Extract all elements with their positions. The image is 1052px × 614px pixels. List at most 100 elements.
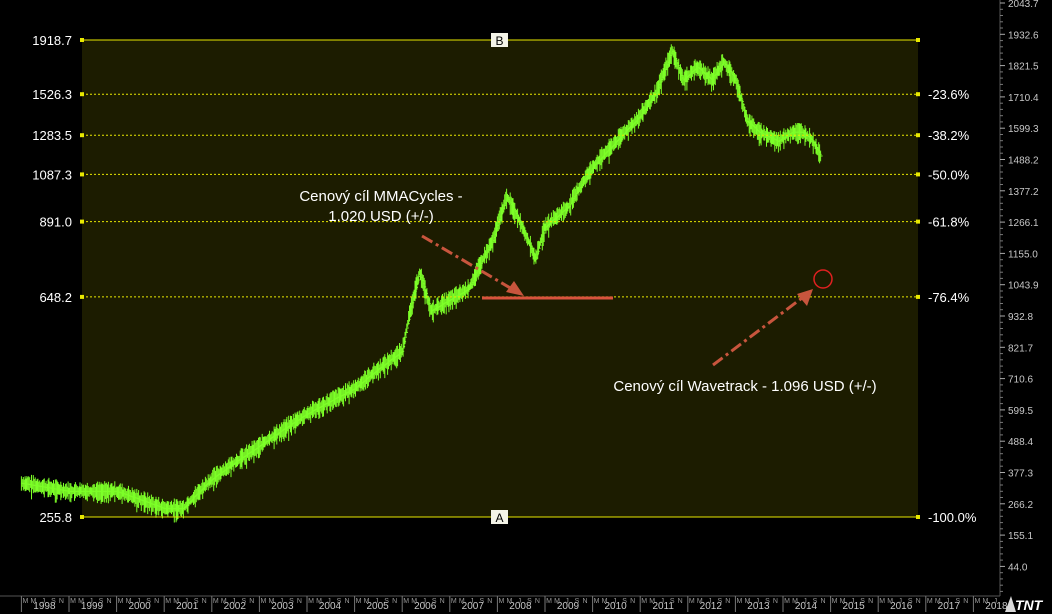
right-axis-label: 932.8: [1008, 312, 1033, 323]
month-label: N: [59, 598, 64, 605]
month-label: M: [260, 598, 266, 605]
month-label: J: [898, 598, 902, 605]
month-label: M: [879, 598, 885, 605]
month-label: M: [744, 598, 750, 605]
month-label: N: [820, 598, 825, 605]
month-label: M: [268, 598, 274, 605]
month-label: J: [184, 598, 188, 605]
month-label: S: [575, 598, 580, 605]
fib-level-handle-right[interactable]: [916, 515, 920, 519]
fib-price-label: 648.2: [39, 290, 72, 305]
month-label: M: [602, 598, 608, 605]
month-label: M: [736, 598, 742, 605]
month-label: J: [803, 598, 807, 605]
year-label: 2017: [938, 601, 961, 612]
month-label: S: [146, 598, 151, 605]
fib-level-handle-right[interactable]: [916, 38, 920, 42]
right-axis-label: 710.6: [1008, 375, 1033, 386]
right-axis-label: 1043.9: [1008, 281, 1039, 292]
right-axis-label: 488.4: [1008, 437, 1033, 448]
fib-level-handle-left[interactable]: [80, 294, 84, 299]
month-label: M: [506, 598, 512, 605]
month-label: S: [813, 598, 818, 605]
month-label: J: [470, 598, 474, 605]
month-label: J: [42, 598, 46, 605]
month-label: J: [613, 598, 617, 605]
fib-retracement-zone: [82, 40, 918, 517]
month-label: M: [126, 598, 132, 605]
fib-level-handle-right[interactable]: [916, 172, 920, 177]
fib-level-handle-right[interactable]: [916, 219, 920, 224]
month-label: N: [535, 598, 540, 605]
fib-price-label: 255.8: [39, 510, 72, 525]
point-b-label: B: [495, 34, 503, 48]
fib-level-handle-left[interactable]: [80, 172, 84, 177]
year-label: 2015: [842, 601, 865, 612]
month-label: M: [498, 598, 504, 605]
fib-percent-label: -61.8%: [928, 215, 970, 230]
year-label: 2007: [462, 601, 485, 612]
month-label: M: [641, 598, 647, 605]
month-label: M: [451, 598, 457, 605]
month-label: J: [137, 598, 141, 605]
month-label: M: [221, 598, 227, 605]
month-label: M: [459, 598, 465, 605]
year-label: 1999: [81, 601, 104, 612]
right-axis-label: 1377.2: [1008, 187, 1039, 198]
year-label: 2000: [128, 601, 151, 612]
fib-level-handle-left[interactable]: [80, 515, 84, 519]
month-label: J: [327, 598, 331, 605]
month-label: M: [364, 598, 370, 605]
month-label: N: [916, 598, 921, 605]
month-label: N: [392, 598, 397, 605]
fib-level-handle-left[interactable]: [80, 219, 84, 224]
month-label: S: [194, 598, 199, 605]
annotation-arrow-mmacycles: [421, 234, 513, 291]
month-label: S: [622, 598, 627, 605]
fib-level-handle-left[interactable]: [80, 38, 84, 42]
annotation-wavetrack: Cenový cíl Wavetrack - 1.096 USD (+/-): [613, 378, 876, 395]
fib-percent-label: -23.6%: [928, 87, 970, 102]
month-label: J: [946, 598, 950, 605]
month-label: M: [308, 598, 314, 605]
annotation-mmacycles-line-1: Cenový cíl MMACycles -: [299, 188, 462, 205]
right-axis-label: 44.0: [1008, 562, 1028, 573]
year-label: 2006: [414, 601, 437, 612]
month-label: M: [792, 598, 798, 605]
month-label: J: [232, 598, 236, 605]
month-label: M: [165, 598, 171, 605]
month-label: S: [527, 598, 532, 605]
month-label: N: [106, 598, 111, 605]
month-label: N: [868, 598, 873, 605]
month-label: M: [594, 598, 600, 605]
month-label: N: [963, 598, 968, 605]
month-label: J: [851, 598, 855, 605]
fib-level-handle-left[interactable]: [80, 92, 84, 97]
right-axis-label: 1155.0: [1008, 249, 1038, 260]
month-label: N: [202, 598, 207, 605]
year-label: 2018: [985, 601, 1008, 612]
month-label: S: [51, 598, 56, 605]
fib-level-handle-right[interactable]: [916, 294, 920, 299]
point-a-marker[interactable]: [491, 510, 508, 524]
month-label: S: [432, 598, 437, 605]
month-label: J: [994, 598, 998, 605]
month-label: N: [440, 598, 445, 605]
fib-level-handle-right[interactable]: [916, 133, 920, 138]
month-label: N: [630, 598, 635, 605]
fib-level-handle-left[interactable]: [80, 133, 84, 138]
month-label: M: [832, 598, 838, 605]
month-label: N: [297, 598, 302, 605]
year-label: 2004: [319, 601, 342, 612]
month-label: N: [487, 598, 492, 605]
year-label: 2008: [509, 601, 532, 612]
month-label: M: [403, 598, 409, 605]
month-label: M: [78, 598, 84, 605]
fib-price-label: 1283.5: [32, 128, 72, 143]
annotation-mmacycles-line-2: 1.020 USD (+/-): [328, 208, 433, 225]
month-label: M: [649, 598, 655, 605]
month-label: S: [908, 598, 913, 605]
point-b-marker[interactable]: [491, 33, 508, 47]
fib-level-handle-right[interactable]: [916, 92, 920, 97]
